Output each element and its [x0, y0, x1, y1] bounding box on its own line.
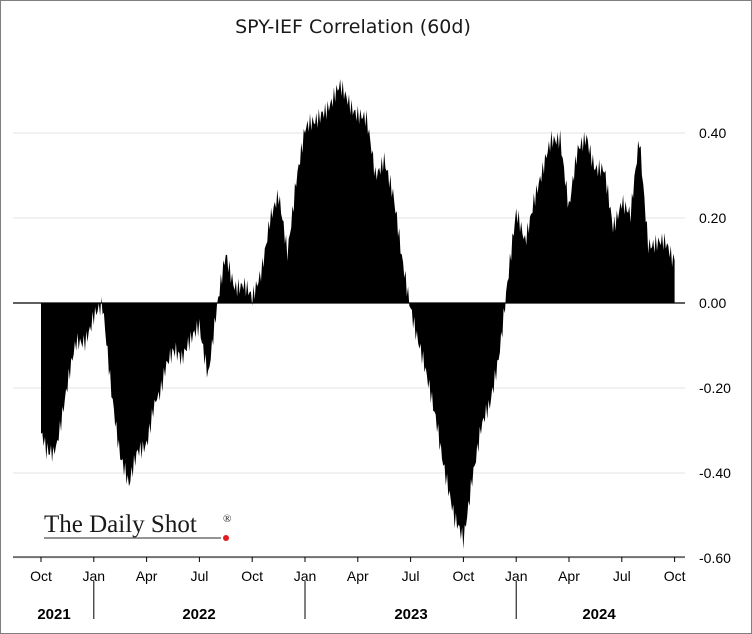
correlation-area [41, 79, 675, 550]
year-label: 2023 [394, 606, 427, 623]
logo-registered-mark: ® [223, 513, 231, 525]
y-tick-label: 0.20 [699, 210, 726, 226]
axes [13, 302, 685, 619]
x-tick-label: Apr [558, 568, 580, 584]
year-labels: 2021 2022 2023 2024 [37, 606, 616, 623]
chart-title: SPY-IEF Correlation (60d) [235, 16, 471, 38]
x-tick-label: Jan [294, 568, 317, 584]
year-label: 2021 [37, 606, 70, 623]
x-tick-label: Apr [347, 568, 369, 584]
y-tick-label: 0.00 [699, 295, 726, 311]
daily-shot-logo: The Daily Shot ® [44, 511, 231, 541]
year-label: 2022 [182, 606, 215, 623]
x-tick-label: Jan [505, 568, 528, 584]
x-tick-label: Jul [190, 568, 208, 584]
x-tick-label: Oct [30, 568, 52, 584]
y-tick-label: -0.20 [699, 380, 731, 396]
x-axis-labels: Oct Jan Apr Jul Oct Jan Apr Jul Oct Jan Apr Jul Oct [30, 557, 686, 584]
year-label: 2024 [582, 606, 616, 623]
x-tick-label: Jul [613, 568, 631, 584]
x-tick-label: Jul [402, 568, 420, 584]
correlation-area-path [41, 79, 675, 550]
x-tick-label: Oct [241, 568, 263, 584]
logo-dot [223, 535, 229, 541]
y-tick-label: -0.60 [699, 550, 731, 566]
y-tick-label: -0.40 [699, 465, 731, 481]
x-tick-label: Oct [664, 568, 686, 584]
logo-text: The Daily Shot [44, 511, 197, 538]
x-tick-label: Jan [83, 568, 106, 584]
x-tick-label: Apr [136, 568, 158, 584]
y-tick-label: 0.40 [699, 125, 726, 141]
x-tick-label: Oct [453, 568, 475, 584]
y-axis-labels: 0.40 0.20 0.00 -0.20 -0.40 -0.60 [699, 125, 731, 566]
